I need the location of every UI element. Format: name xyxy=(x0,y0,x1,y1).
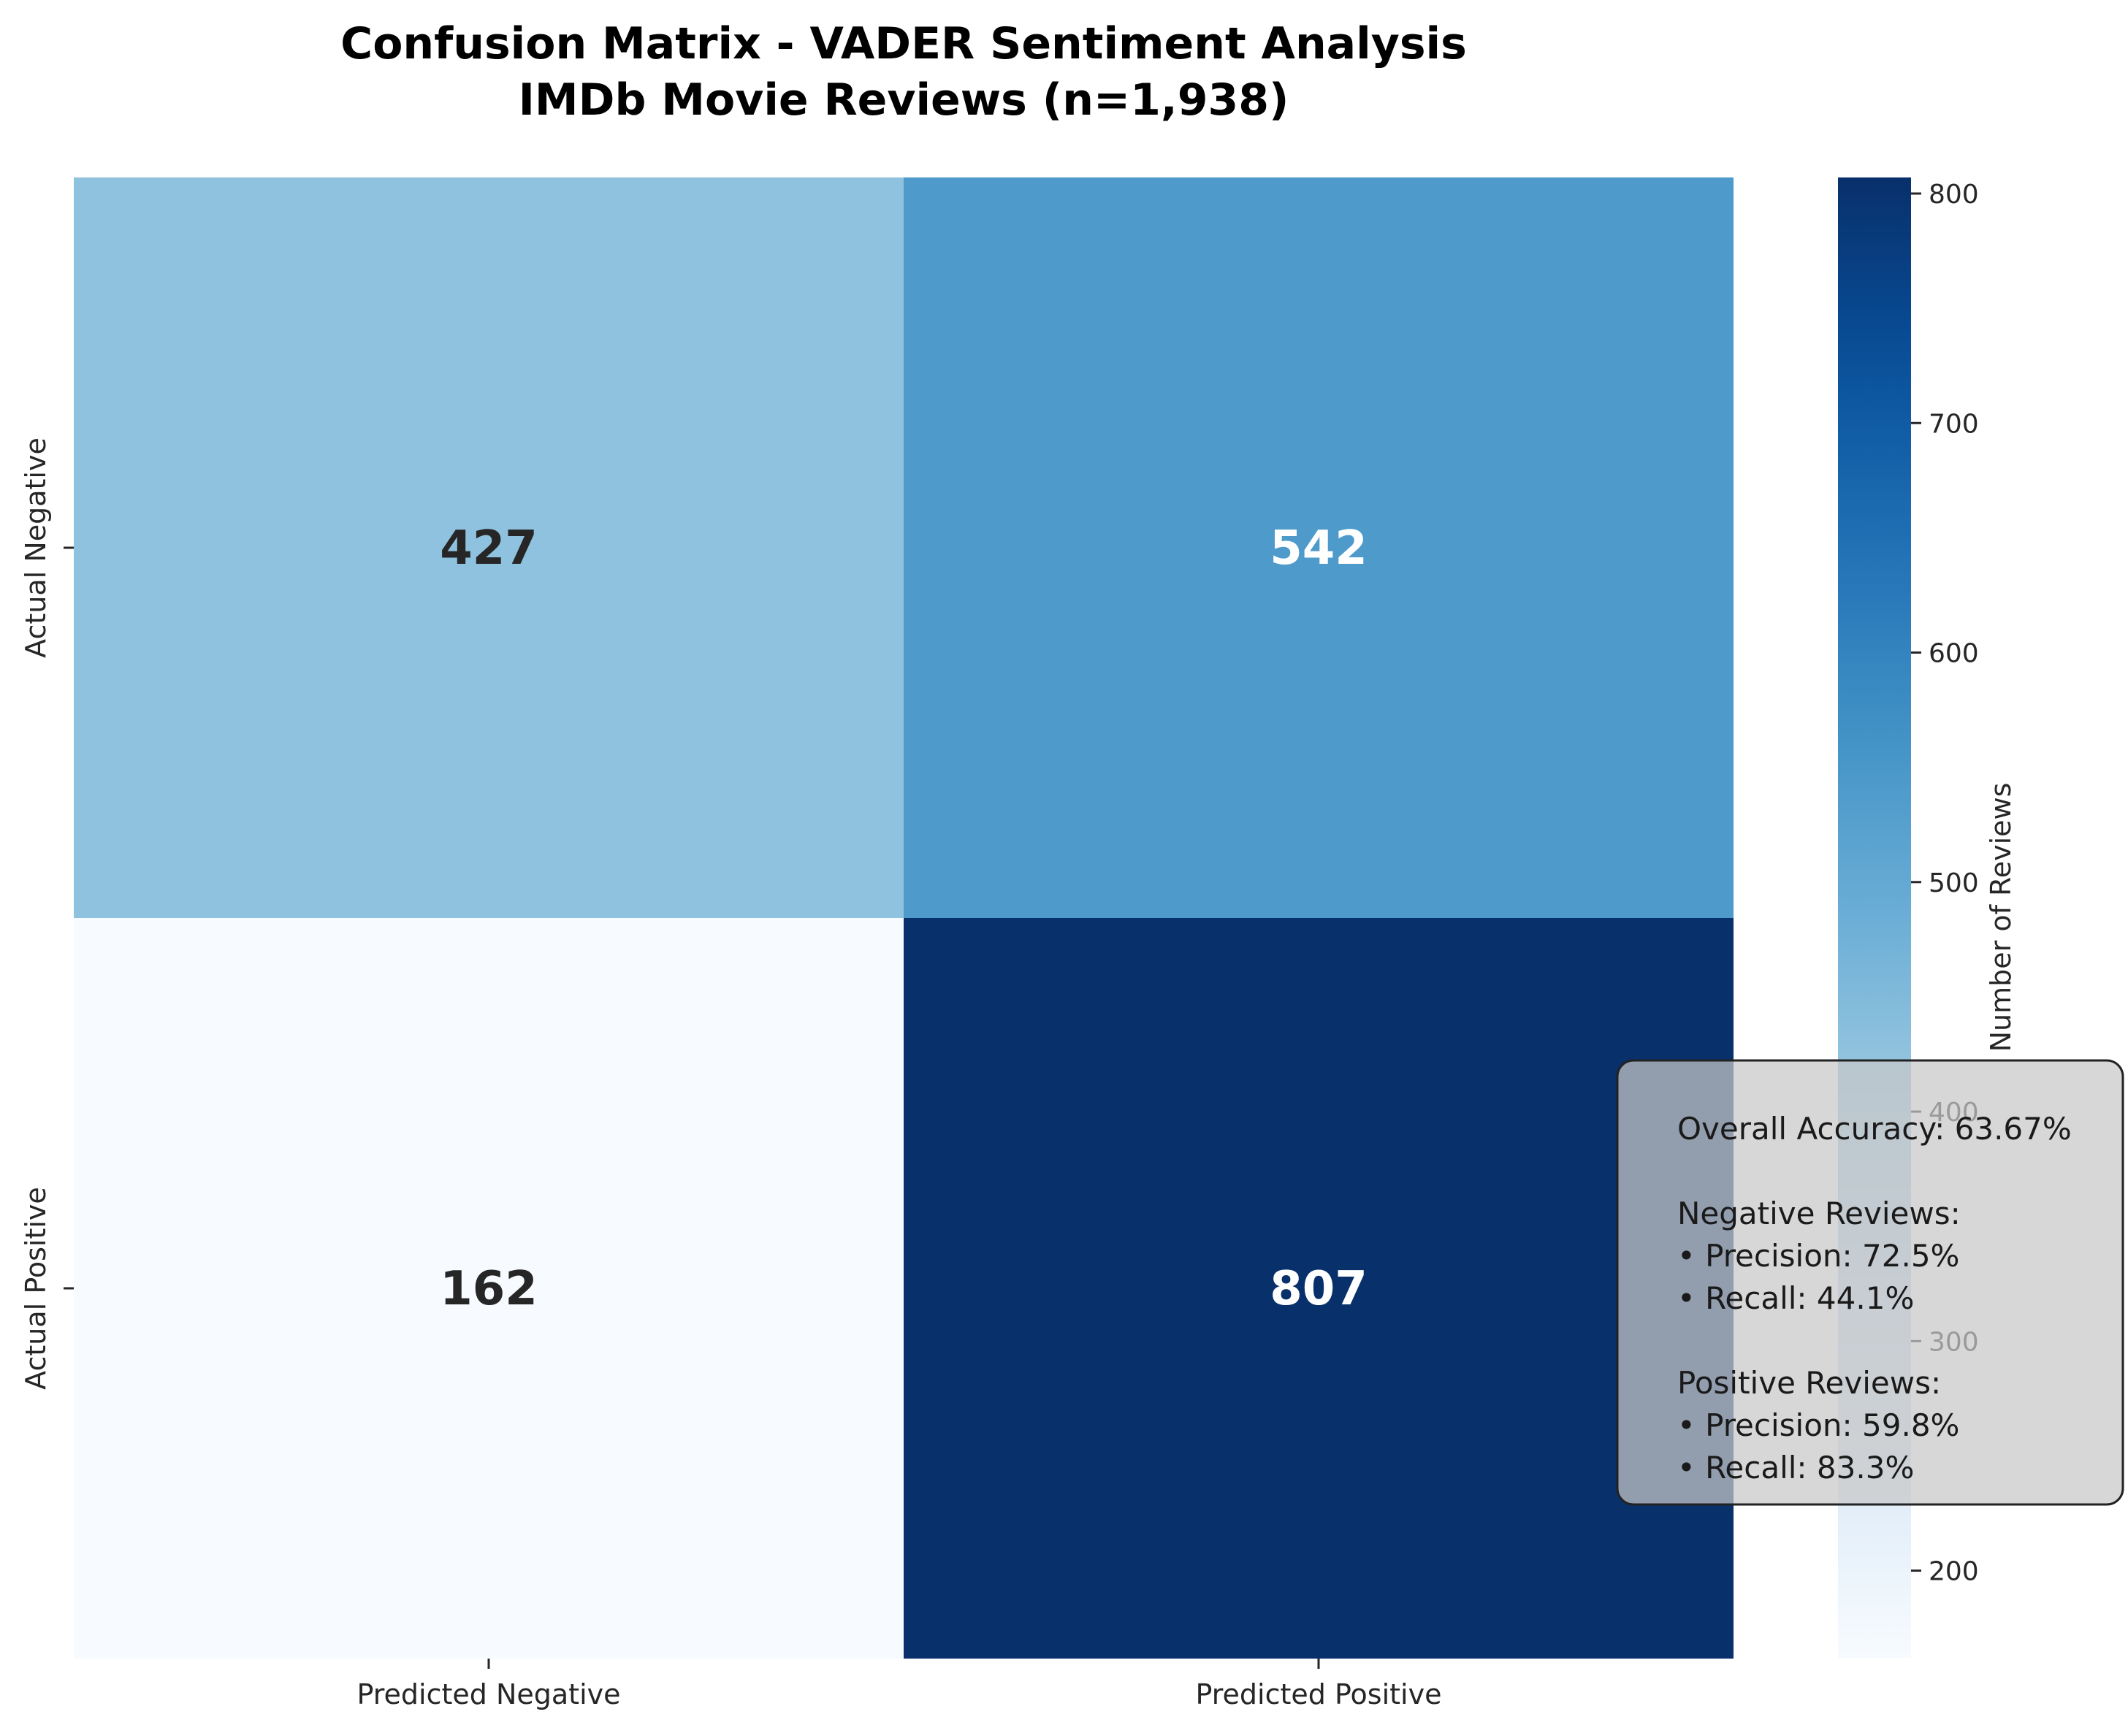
x-tick-label: Predicted Positive xyxy=(1196,1678,1442,1710)
heatmap-cell xyxy=(904,918,1734,1659)
heatmap-cell xyxy=(74,918,904,1659)
cell-value-label: 162 xyxy=(440,1262,538,1316)
stats-box-background xyxy=(1616,1059,2124,1506)
stats-box: Overall Accuracy: 63.67% Negative Reviews… xyxy=(1616,1059,2124,1506)
chart-title: Confusion Matrix - VADER Sentiment Analy… xyxy=(340,18,1467,69)
x-tick-label: Predicted Negative xyxy=(357,1678,621,1710)
colorbar-tick-label: 500 xyxy=(1929,868,1979,898)
y-tick-label: Actual Positive xyxy=(20,1187,52,1390)
stats-line: Negative Reviews: xyxy=(1677,1196,1961,1231)
heatmap-grid: 427 542 162 807 xyxy=(74,177,1734,1659)
colorbar-tick-label: 800 xyxy=(1929,180,1979,210)
stats-lines: Overall Accuracy: 63.67% Negative Reviews… xyxy=(1677,1111,2072,1485)
colorbar-tick-label: 600 xyxy=(1929,639,1979,669)
stats-line: • Recall: 83.3% xyxy=(1677,1450,1914,1485)
chart-subtitle: IMDb Movie Reviews (n=1,938) xyxy=(519,74,1289,126)
stats-line: • Recall: 44.1% xyxy=(1677,1280,1914,1316)
heatmap-cell xyxy=(74,177,904,918)
cell-value-label: 807 xyxy=(1270,1262,1368,1316)
stats-line: • Precision: 59.8% xyxy=(1677,1407,1959,1443)
colorbar-label: Number of Reviews xyxy=(1985,783,2017,1052)
colorbar-tick-label: 200 xyxy=(1929,1557,1979,1587)
cell-value-label: 427 xyxy=(440,521,538,576)
heatmap-cell xyxy=(904,177,1734,918)
y-tick-label: Actual Negative xyxy=(20,437,52,658)
stats-line: • Precision: 72.5% xyxy=(1677,1238,1959,1274)
heatmap-axes: Predicted Negative Predicted Positive Actu… xyxy=(20,437,1441,1710)
colorbar-tick-label: 700 xyxy=(1929,409,1979,439)
stats-line: Positive Reviews: xyxy=(1677,1365,1941,1401)
cell-value-label: 542 xyxy=(1270,521,1368,576)
stats-line: Overall Accuracy: 63.67% xyxy=(1677,1111,2072,1147)
